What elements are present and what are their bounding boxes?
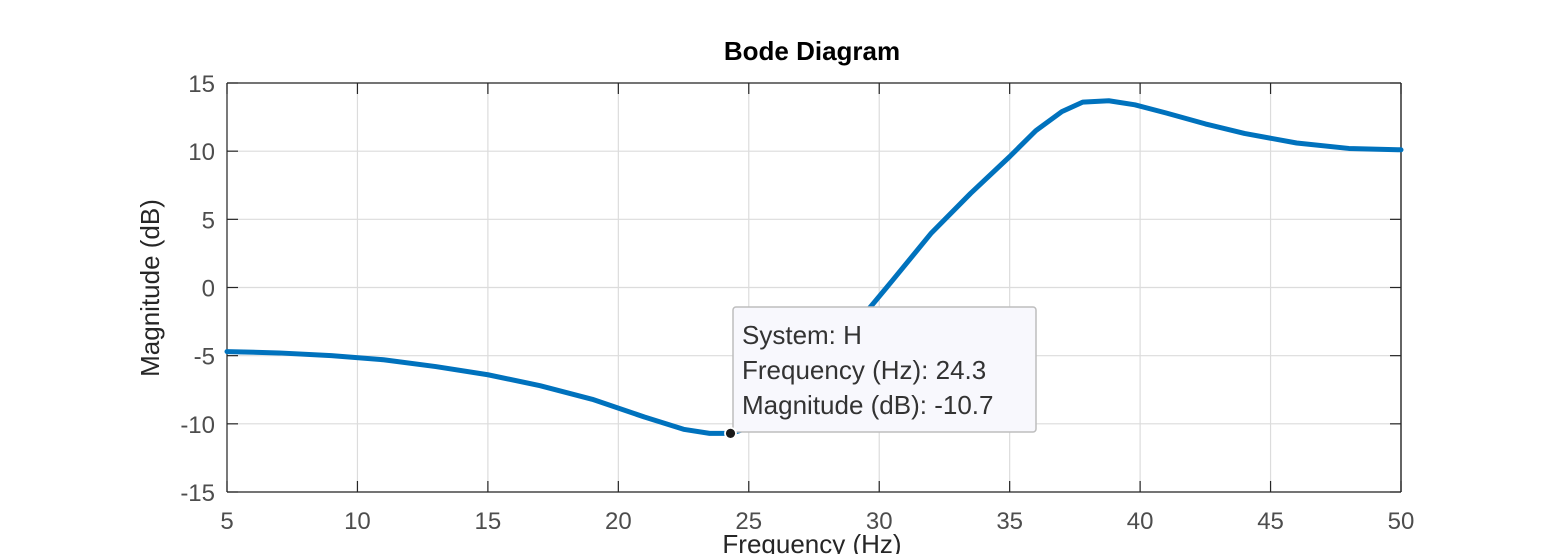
y-axis-label: Magnitude (dB) (135, 199, 165, 377)
y-tick-label: -10 (180, 412, 215, 439)
y-tick-label: -15 (180, 480, 215, 507)
x-tick-label: 15 (475, 508, 502, 535)
y-tick-label: 10 (188, 139, 215, 166)
chart-title: Bode Diagram (724, 36, 900, 66)
datatip-box (732, 306, 1037, 433)
y-tick-label: 15 (188, 71, 215, 98)
datatip-magnitude: Magnitude (dB): -10.7 (742, 390, 993, 420)
x-tick-label: 50 (1388, 508, 1415, 535)
x-tick-label: 40 (1127, 508, 1154, 535)
x-tick-label: 35 (996, 508, 1023, 535)
datatip[interactable]: System: H Frequency (Hz): 24.3 Magnitude… (732, 306, 1037, 433)
x-axis-label: Frequency (Hz) (722, 529, 901, 554)
x-tick-label: 30 (866, 508, 893, 535)
datatip-system: System: H (742, 320, 862, 350)
x-tick-label: 5 (220, 508, 233, 535)
x-tick-label: 25 (735, 508, 762, 535)
datatip-marker (724, 426, 737, 440)
tick-labels: 5 10 15 20 25 30 35 40 45 50 -15 -10 -5 0 5 10 15 (180, 71, 1414, 535)
y-tick-label: -5 (194, 344, 215, 371)
y-tick-label: 5 (202, 207, 215, 234)
datatip-frequency: Frequency (Hz): 24.3 (742, 355, 986, 385)
datatip-marker-layer (724, 426, 737, 440)
x-tick-label: 10 (344, 508, 371, 535)
x-tick-label: 20 (605, 508, 632, 535)
y-tick-label: 0 (202, 276, 215, 303)
x-tick-label: 45 (1257, 508, 1284, 535)
